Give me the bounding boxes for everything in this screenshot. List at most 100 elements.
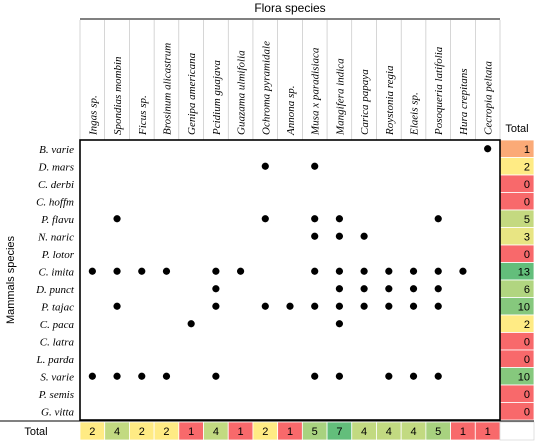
presence-dot <box>286 302 294 310</box>
column-label: Hura crepitans <box>458 68 470 136</box>
presence-dot <box>335 215 344 223</box>
row-total: 6 <box>524 284 530 296</box>
presence-dot <box>212 285 220 293</box>
column-total: 4 <box>386 426 392 438</box>
row-label: N. naric <box>37 231 74 243</box>
presence-dot <box>385 285 393 293</box>
presence-dot <box>385 267 393 275</box>
column-label: Annona sp. <box>285 86 297 137</box>
presence-dot <box>187 320 195 328</box>
column-total: 4 <box>114 426 120 438</box>
row-total: 10 <box>518 371 530 383</box>
presence-dot <box>335 267 344 275</box>
presence-dot <box>409 302 418 310</box>
presence-dot <box>261 302 269 310</box>
presence-dot <box>236 267 245 275</box>
column-label: Guazama ulmifolia <box>236 50 248 135</box>
column-total: 5 <box>435 426 441 438</box>
column-label: Cecropia peltata <box>483 61 495 135</box>
total-header: Total <box>505 123 528 135</box>
total-row-label: Total <box>24 426 47 438</box>
column-total: 1 <box>238 426 244 438</box>
column-total: 2 <box>163 426 169 438</box>
presence-dot <box>434 285 442 293</box>
row-total: 0 <box>524 406 530 418</box>
column-total: 4 <box>361 426 367 438</box>
presence-dot <box>360 232 368 240</box>
presence-dot <box>88 267 96 275</box>
presence-dot <box>311 162 319 170</box>
title: Flora species <box>254 1 325 15</box>
column-total: 1 <box>287 426 293 438</box>
presence-dot <box>360 302 368 310</box>
column-total: 7 <box>336 426 342 438</box>
presence-dot <box>113 267 121 275</box>
presence-dot <box>335 372 344 380</box>
row-total: 0 <box>524 354 530 366</box>
row-total: 3 <box>524 231 530 243</box>
column-label: Musa x paradisiaca <box>310 47 322 136</box>
column-label: Roystonia regia <box>384 65 396 136</box>
row-label: G. vitta <box>41 406 74 418</box>
presence-dot <box>335 285 344 293</box>
presence-dot <box>385 372 393 380</box>
presence-dot <box>409 372 418 380</box>
presence-dot <box>138 372 146 380</box>
column-label: Brosinum alicastrum <box>161 43 173 135</box>
row-total: 0 <box>524 196 530 208</box>
row-label: S. varie <box>40 371 74 383</box>
presence-dot <box>88 372 96 380</box>
column-total: 2 <box>262 426 268 438</box>
presence-dot <box>138 267 146 275</box>
column-total: 2 <box>89 426 95 438</box>
row-label: P. flavu <box>40 214 74 226</box>
row-label: C. imita <box>39 266 75 278</box>
row-total: 2 <box>524 161 530 173</box>
presence-dot <box>409 285 418 293</box>
row-label: P. lotor <box>41 249 75 261</box>
column-label: Pcidium guajava <box>211 60 223 136</box>
row-total: 0 <box>524 249 530 261</box>
empty-cell <box>499 421 535 441</box>
column-total: 4 <box>410 426 416 438</box>
column-label: Mangifera indica <box>334 58 346 136</box>
column-label: Elaeis sp. <box>409 92 421 136</box>
column-total: 1 <box>460 426 466 438</box>
row-label: C. derbi <box>38 179 74 191</box>
presence-dot <box>212 302 220 310</box>
row-label: C. paca <box>40 319 75 331</box>
presence-dot <box>162 267 171 275</box>
presence-dot <box>212 372 220 380</box>
presence-dot <box>311 372 319 380</box>
row-label: L. parda <box>36 354 75 366</box>
presence-dot <box>335 232 344 240</box>
column-label: Carica papaya <box>359 69 371 135</box>
presence-dot <box>113 372 121 380</box>
row-label: B. varie <box>39 144 74 156</box>
column-label: Posoqueria latifolia <box>433 46 445 136</box>
presence-dot <box>212 267 220 275</box>
presence-dot <box>409 267 418 275</box>
column-total: 1 <box>485 426 491 438</box>
row-label: P. tajac <box>40 301 74 313</box>
presence-dot <box>311 215 319 223</box>
presence-dot <box>261 162 269 170</box>
column-total: 5 <box>312 426 318 438</box>
column-label: Ochroma pyramidale <box>260 41 272 135</box>
row-total: 10 <box>518 301 530 313</box>
presence-dot <box>484 145 492 153</box>
row-total: 1 <box>524 144 530 156</box>
presence-dot <box>311 232 319 240</box>
y-label: Mammals species <box>5 235 17 324</box>
presence-dot <box>385 302 393 310</box>
presence-dot <box>434 215 442 223</box>
column-total: 1 <box>188 426 194 438</box>
presence-dot <box>459 267 467 275</box>
presence-dot <box>434 302 442 310</box>
presence-dot <box>113 302 121 310</box>
row-label: D. punct <box>35 284 75 296</box>
row-label: C. latra <box>40 336 75 348</box>
row-label: D. mars <box>38 161 74 173</box>
presence-dot <box>434 267 442 275</box>
column-label: Ingas sp. <box>87 95 99 136</box>
